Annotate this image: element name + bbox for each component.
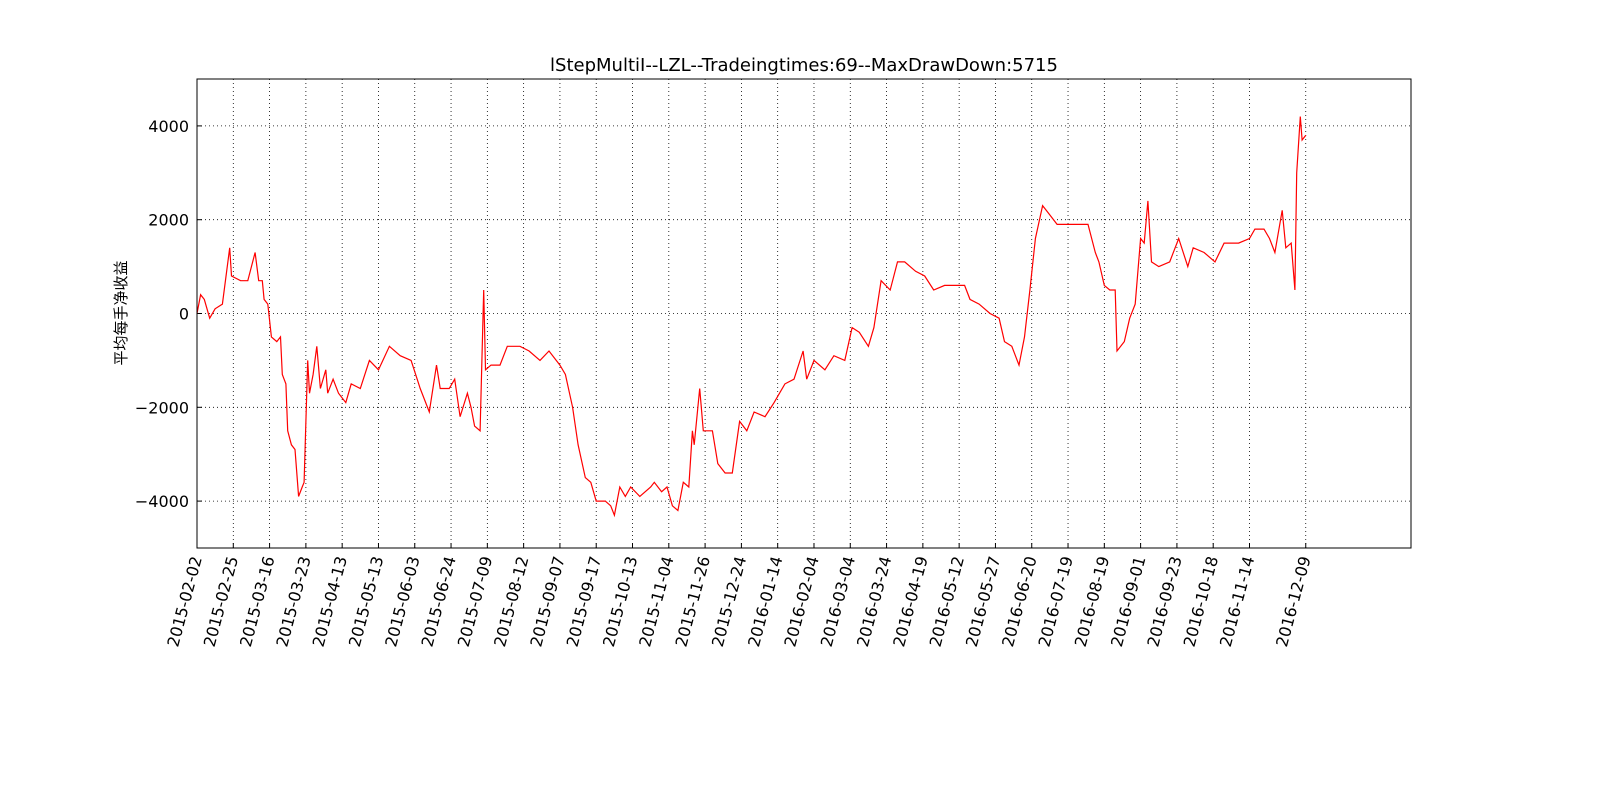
x-tick-label: 2016-04-19 <box>889 554 931 649</box>
x-tick-label: 2015-06-24 <box>417 554 459 649</box>
x-tick-label: 2015-12-24 <box>708 554 750 649</box>
x-tick-label: 2015-08-12 <box>490 554 532 649</box>
x-tick-label: 2016-05-27 <box>962 554 1004 649</box>
x-tick-label: 2016-09-23 <box>1143 554 1185 649</box>
plot-frame <box>196 78 1412 549</box>
x-tick-label: 2016-07-19 <box>1034 554 1076 649</box>
x-tick-label: 2015-03-23 <box>272 554 314 649</box>
y-tick-label: 0 <box>179 305 189 324</box>
x-tick-label: 2015-09-07 <box>526 554 568 649</box>
x-tick-label: 2015-06-03 <box>381 554 423 649</box>
x-tick-label: 2015-02-25 <box>200 554 242 649</box>
x-tick-label: 2016-11-14 <box>1216 554 1258 649</box>
chart-title: lStepMultiI--LZL--Tradeingtimes:69--MaxD… <box>550 55 1058 76</box>
x-tick-label: 2016-10-18 <box>1180 554 1222 649</box>
x-tick-label: 2015-09-17 <box>563 554 605 649</box>
y-axis-label: 平均每手净收益 <box>112 260 130 365</box>
x-tick-label: 2015-10-13 <box>599 554 641 649</box>
x-tick-label: 2016-02-04 <box>780 554 822 649</box>
x-tick-label: 2016-03-04 <box>817 554 859 649</box>
x-tick-label: 2016-09-01 <box>1107 554 1149 649</box>
x-tick-label: 2015-03-16 <box>236 554 278 649</box>
x-tick-label: 2015-05-13 <box>345 554 387 649</box>
y-tick-label: −2000 <box>135 398 189 417</box>
x-tick-label: 2016-05-12 <box>926 554 968 649</box>
x-tick-label: 2015-04-13 <box>309 554 351 649</box>
y-tick-label: 4000 <box>148 117 189 136</box>
line-series <box>196 116 1307 518</box>
x-tick-label: 2015-11-26 <box>672 554 714 649</box>
x-tick-label: 2016-08-19 <box>1071 554 1113 649</box>
x-tick-label: 2015-02-02 <box>163 554 205 649</box>
x-tick-label: 2016-12-09 <box>1272 554 1314 649</box>
y-tick-label: 2000 <box>148 211 189 230</box>
x-tick-label: 2016-06-20 <box>998 554 1040 649</box>
x-tick-label: 2016-03-24 <box>853 554 895 649</box>
y-tick-label: −4000 <box>135 492 189 511</box>
x-tick-label: 2015-11-04 <box>635 554 677 649</box>
x-tick-label: 2015-07-09 <box>454 554 496 649</box>
x-tick-label: 2016-01-14 <box>744 554 786 649</box>
